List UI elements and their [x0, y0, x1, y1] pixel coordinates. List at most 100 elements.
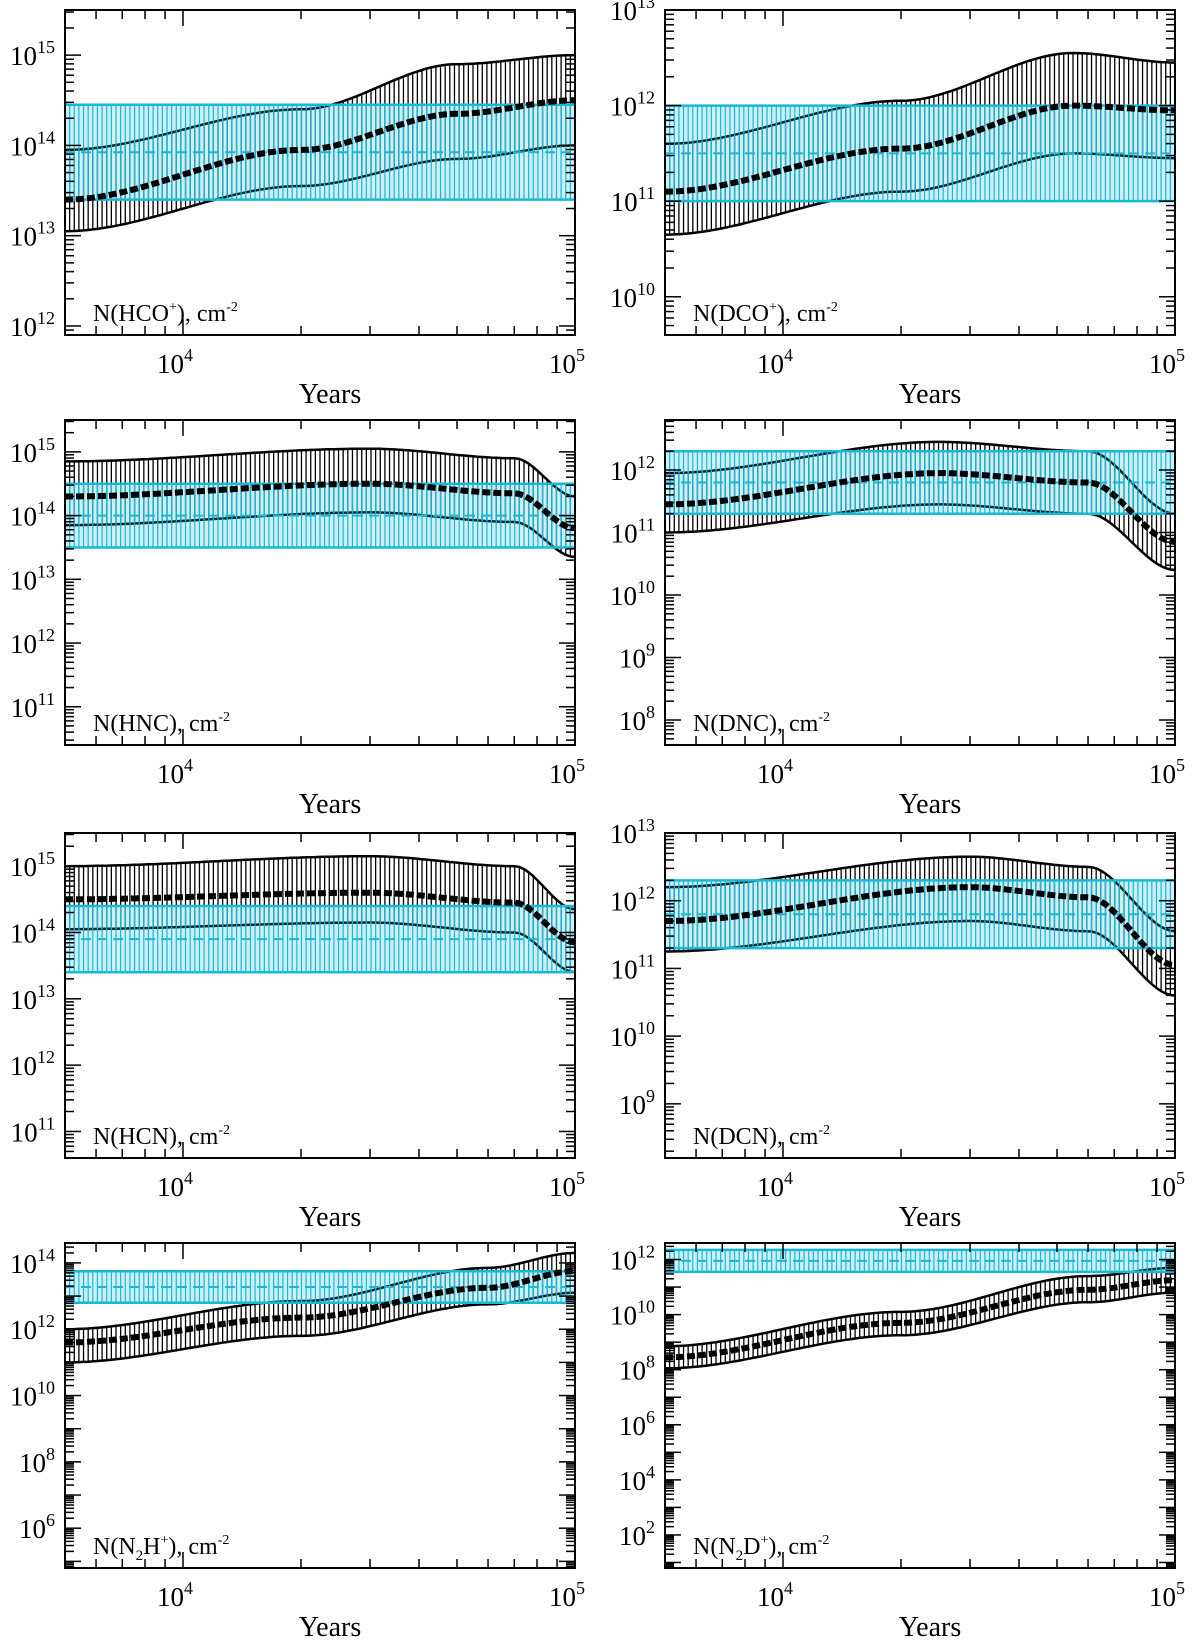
y-tick-label: 1013 — [10, 561, 55, 595]
species-label: N(HCO+), cm-2 — [93, 300, 238, 327]
species-label: N(N2D+), cm-2 — [693, 1533, 829, 1564]
plot-area — [665, 51, 1175, 236]
y-tick-label: 1012 — [10, 1311, 55, 1345]
species-label: N(DCO+), cm-2 — [693, 300, 838, 327]
y-tick-label: 106 — [19, 1510, 55, 1544]
y-tick-label: 108 — [619, 1352, 655, 1386]
y-tick-label: 1015 — [10, 37, 55, 71]
plot-area — [65, 854, 575, 974]
y-tick-label: 1015 — [10, 434, 55, 468]
y-axis: 1010 1011 1012 1013 — [610, 0, 1175, 336]
y-tick-label: 1011 — [611, 950, 655, 984]
model-upper-line — [65, 854, 575, 911]
model-mean-line — [65, 889, 575, 946]
panel-7: 106 108 1010 1012 1014 104 105 Years N(N2H+), cm… — [10, 1242, 585, 1643]
x-axis-label: Years — [899, 379, 962, 410]
x-axis-label: Years — [299, 379, 362, 410]
y-axis: 1011 1012 1013 1014 1015 — [10, 420, 575, 741]
x-tick-label: 105 — [1149, 1168, 1185, 1202]
y-tick-label: 1014 — [10, 914, 55, 948]
x-tick-label: 105 — [549, 345, 585, 379]
x-axis: 104 105 — [664, 1243, 1185, 1612]
y-tick-label: 1012 — [610, 452, 655, 486]
x-axis: 104 105 — [64, 10, 585, 379]
plot-frame — [664, 419, 1176, 746]
species-label: N(N2H+), cm-2 — [93, 1533, 229, 1564]
model-mean-line — [665, 1277, 1175, 1361]
y-tick-label: 1012 — [610, 88, 655, 122]
model-lower-line — [665, 1291, 1175, 1370]
x-axis-label: Years — [299, 789, 362, 820]
plot-area — [65, 53, 575, 233]
x-tick-label: 104 — [757, 755, 793, 789]
model-band — [65, 1251, 575, 1364]
y-tick-label: 104 — [619, 1462, 655, 1496]
x-tick-label: 105 — [1149, 755, 1185, 789]
y-axis: 106 108 1010 1012 1014 — [10, 1245, 575, 1568]
y-tick-label: 1013 — [610, 815, 655, 849]
model-mean-line — [65, 1268, 575, 1346]
species-label: N(DNC), cm-2 — [693, 710, 830, 737]
species-label: N(DCN), cm-2 — [693, 1123, 830, 1150]
species-label: N(HCN), cm-2 — [93, 1123, 230, 1150]
y-tick-label: 108 — [619, 702, 655, 736]
x-axis: 104 105 — [64, 420, 585, 789]
y-tick-label: 1012 — [10, 308, 55, 342]
observed-band — [65, 1269, 575, 1304]
model-mean-line — [65, 480, 575, 532]
x-axis: 104 105 — [64, 1243, 585, 1612]
x-tick-label: 105 — [549, 1578, 585, 1612]
observed-band — [665, 450, 1175, 515]
y-tick-label: 1014 — [10, 1245, 55, 1279]
model-band — [665, 1266, 1175, 1370]
y-tick-label: 1012 — [610, 883, 655, 917]
x-axis-label: Years — [299, 1612, 362, 1643]
model-upper-line — [665, 51, 1175, 146]
x-axis-label: Years — [899, 1202, 962, 1233]
x-axis: 104 105 — [664, 10, 1185, 379]
x-axis-label: Years — [899, 789, 962, 820]
x-tick-label: 105 — [549, 1168, 585, 1202]
x-tick-label: 104 — [157, 755, 193, 789]
y-tick-label: 106 — [619, 1407, 655, 1441]
x-tick-label: 104 — [157, 345, 193, 379]
y-tick-label: 1010 — [610, 279, 655, 313]
y-tick-label: 1011 — [11, 1113, 55, 1147]
observed-band — [65, 103, 575, 201]
x-tick-label: 104 — [757, 1168, 793, 1202]
observed-band — [665, 879, 1175, 950]
x-tick-label: 105 — [1149, 345, 1185, 379]
x-tick-label: 104 — [157, 1168, 193, 1202]
y-tick-label: 1010 — [610, 1018, 655, 1052]
panel-1: 1012 1013 1014 1015 104 105 Years N(HCO+), cm-2 — [10, 9, 585, 410]
panel-6: 109 1010 1011 1012 1013 104 105 Years N(DCN), cm… — [610, 815, 1185, 1233]
y-tick-label: 1013 — [10, 218, 55, 252]
model-upper-line — [665, 1266, 1175, 1348]
x-tick-label: 105 — [1149, 1578, 1185, 1612]
panel-3: 1011 1012 1013 1014 1015 104 105 Years N(HNC), c… — [10, 419, 585, 820]
panel-2: 1010 1011 1012 1013 104 105 Years N(DCO+), cm-2 — [610, 0, 1185, 410]
model-mean-line — [665, 884, 1175, 968]
y-tick-label: 1014 — [10, 498, 55, 532]
y-tick-label: 1012 — [10, 1047, 55, 1081]
plot-area — [65, 1251, 575, 1364]
plot-area — [65, 447, 575, 559]
x-tick-label: 104 — [157, 1578, 193, 1612]
y-tick-label: 108 — [19, 1444, 55, 1478]
y-tick-label: 1011 — [11, 689, 55, 723]
x-axis-label: Years — [299, 1202, 362, 1233]
y-axis: 102 104 106 108 1010 1012 — [610, 1242, 1175, 1568]
x-tick-label: 104 — [757, 1578, 793, 1612]
y-tick-label: 109 — [619, 1086, 655, 1120]
y-tick-label: 109 — [619, 640, 655, 674]
model-mean-line — [65, 97, 575, 203]
y-tick-label: 1015 — [10, 848, 55, 882]
plot-area — [665, 855, 1175, 997]
panel-5: 1011 1012 1013 1014 1015 104 105 Years N(HCN), c… — [10, 832, 585, 1233]
observed-band — [65, 904, 575, 974]
y-tick-label: 1014 — [10, 127, 55, 161]
y-tick-label: 1012 — [10, 625, 55, 659]
plot-frame — [64, 832, 576, 1159]
plot-area — [665, 1248, 1175, 1370]
